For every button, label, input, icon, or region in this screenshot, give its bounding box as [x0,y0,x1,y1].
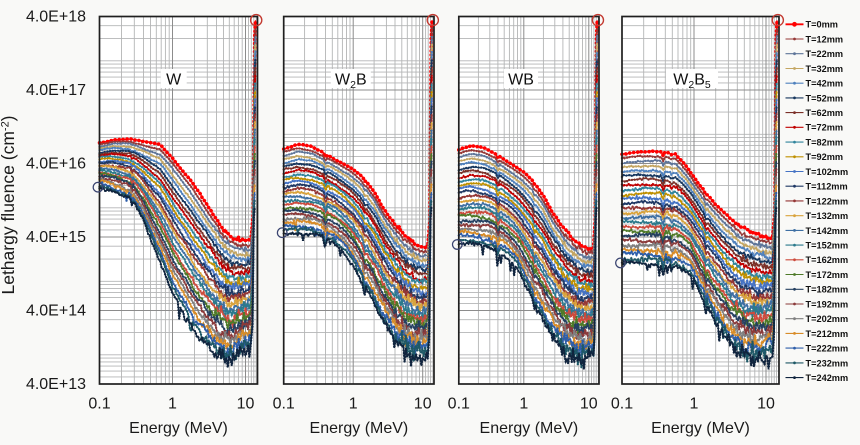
svg-text:WB: WB [508,72,534,89]
svg-text:Energy (MeV): Energy (MeV) [480,420,579,437]
svg-text:0.1: 0.1 [273,396,295,413]
svg-text:T=172mm: T=172mm [806,270,849,280]
svg-text:Energy (MeV): Energy (MeV) [651,420,750,437]
svg-text:T=52mm: T=52mm [806,93,844,103]
svg-text:1: 1 [690,396,699,413]
svg-text:T=202mm: T=202mm [806,314,849,324]
svg-text:Lethargy fluence (cm-2): Lethargy fluence (cm-2) [0,115,18,294]
svg-text:4.0E+15: 4.0E+15 [26,229,86,246]
svg-text:W: W [166,72,182,89]
svg-text:T=12mm: T=12mm [806,34,844,44]
svg-text:T=62mm: T=62mm [806,108,844,118]
svg-text:W2B5: W2B5 [673,72,711,92]
svg-text:1: 1 [168,396,177,413]
svg-text:T=152mm: T=152mm [806,241,849,251]
svg-text:4.0E+17: 4.0E+17 [26,82,86,99]
svg-text:4.0E+16: 4.0E+16 [26,156,86,173]
svg-text:T=212mm: T=212mm [806,329,849,339]
svg-text:10: 10 [580,396,598,413]
svg-text:T=122mm: T=122mm [806,196,849,206]
svg-text:4.0E+14: 4.0E+14 [26,303,86,320]
svg-text:0.1: 0.1 [88,396,110,413]
svg-text:T=232mm: T=232mm [806,358,849,368]
svg-text:Energy (MeV): Energy (MeV) [310,420,409,437]
svg-text:4.0E+13: 4.0E+13 [26,376,86,393]
svg-text:T=22mm: T=22mm [806,49,844,59]
svg-text:T=112mm: T=112mm [806,182,848,192]
svg-text:T=92mm: T=92mm [806,152,844,162]
svg-text:T=132mm: T=132mm [806,211,849,221]
svg-text:T=102mm: T=102mm [806,167,849,177]
svg-text:0.1: 0.1 [611,396,633,413]
svg-text:4.0E+18: 4.0E+18 [26,9,86,26]
svg-text:T=0mm: T=0mm [806,20,838,30]
svg-text:T=82mm: T=82mm [806,138,844,148]
svg-text:1: 1 [519,396,528,413]
svg-text:T=72mm: T=72mm [806,123,844,133]
svg-text:10: 10 [414,396,432,413]
svg-text:T=192mm: T=192mm [806,299,849,309]
svg-text:10: 10 [757,396,775,413]
svg-text:T=42mm: T=42mm [806,79,844,89]
svg-text:W2B: W2B [335,72,367,92]
svg-text:0.1: 0.1 [448,396,470,413]
svg-text:T=162mm: T=162mm [806,255,849,265]
svg-text:T=32mm: T=32mm [806,64,844,74]
svg-text:Energy (MeV): Energy (MeV) [129,420,228,437]
svg-text:T=142mm: T=142mm [806,226,849,236]
svg-text:T=222mm: T=222mm [806,344,849,354]
svg-text:T=242mm: T=242mm [806,373,849,383]
svg-text:T=182mm: T=182mm [806,285,849,295]
svg-text:10: 10 [237,396,255,413]
svg-text:1: 1 [349,396,358,413]
